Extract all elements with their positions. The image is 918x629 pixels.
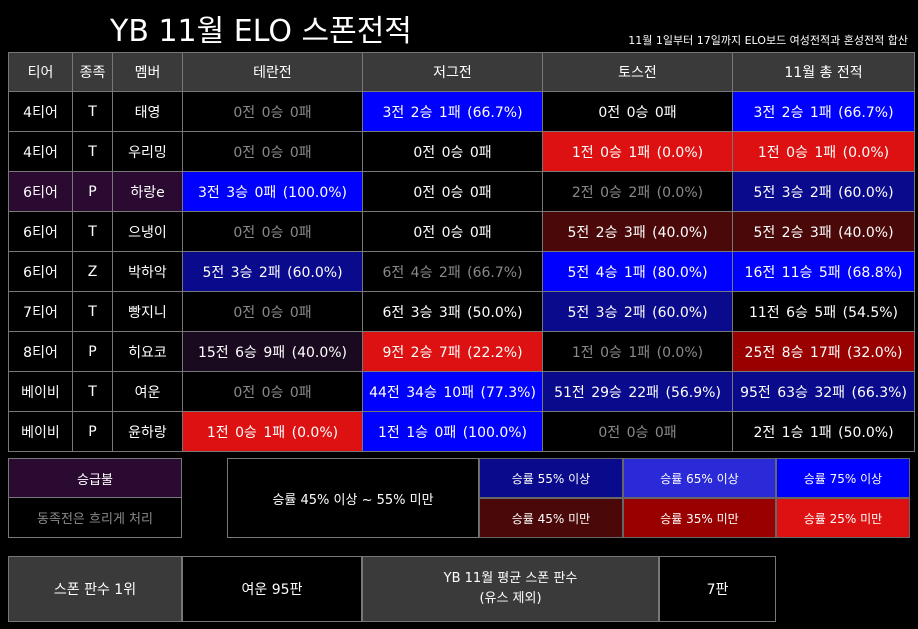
member-cell: 태영: [112, 91, 183, 132]
header-vs-terran: 테란전: [182, 52, 363, 92]
vs-zerg-cell: 44전 34승 10패 (77.3%): [362, 371, 543, 412]
race-cell: T: [72, 291, 113, 332]
vs-terran-cell: 0전 0승 0패: [182, 91, 363, 132]
tier-cell: 6티어: [8, 211, 73, 252]
vs-protoss-cell: 5전 2승 3패 (40.0%): [542, 211, 733, 252]
vs-terran-cell: 0전 0승 0패: [182, 291, 363, 332]
total-cell: 3전 2승 1패 (66.7%): [732, 91, 915, 132]
vs-protoss-cell: 51전 29승 22패 (56.9%): [542, 371, 733, 412]
race-cell: T: [72, 131, 113, 172]
total-cell: 5전 3승 2패 (60.0%): [732, 171, 915, 212]
member-cell: 히요코: [112, 331, 183, 372]
member-cell: 빵지니: [112, 291, 183, 332]
vs-protoss-cell: 0전 0승 0패: [542, 411, 733, 452]
member-cell: 우리밍: [112, 131, 183, 172]
total-cell: 5전 2승 3패 (40.0%): [732, 211, 915, 252]
member-cell: 여운: [112, 371, 183, 412]
tier-cell: 베이비: [8, 371, 73, 412]
member-cell: 하랑e: [112, 171, 183, 212]
vs-terran-cell: 0전 0승 0패: [182, 211, 363, 252]
table-header-row: 티어 종족 멤버 테란전 저그전 토스전 11월 총 전적: [8, 52, 915, 92]
vs-zerg-cell: 6전 3승 3패 (50.0%): [362, 291, 543, 332]
vs-terran-cell: 0전 0승 0패: [182, 371, 363, 412]
vs-zerg-cell: 9전 2승 7패 (22.2%): [362, 331, 543, 372]
legend-up-55: 승률 55% 이상: [479, 458, 623, 498]
vs-protoss-cell: 5전 3승 2패 (60.0%): [542, 291, 733, 332]
average-spawn-label: YB 11월 평균 스폰 판수 (유스 제외): [362, 556, 659, 622]
header-total: 11월 총 전적: [732, 52, 915, 92]
vs-zerg-cell: 0전 0승 0패: [362, 211, 543, 252]
tier-cell: 6티어: [8, 171, 73, 212]
vs-zerg-cell: 0전 0승 0패: [362, 171, 543, 212]
legend-down-35: 승률 35% 미만: [623, 498, 776, 538]
race-cell: P: [72, 171, 113, 212]
vs-terran-cell: 0전 0승 0패: [182, 131, 363, 172]
tier-cell: 4티어: [8, 91, 73, 132]
vs-zerg-cell: 6전 4승 2패 (66.7%): [362, 251, 543, 292]
vs-terran-cell: 3전 3승 0패 (100.0%): [182, 171, 363, 212]
average-spawn-value: 7판: [659, 556, 776, 622]
table-row: 6티어 P 하랑e 3전 3승 0패 (100.0%) 0전 0승 0패 2전 …: [8, 171, 915, 212]
legend-up-65: 승률 65% 이상: [623, 458, 776, 498]
table-row: 4티어 T 태영 0전 0승 0패 3전 2승 1패 (66.7%) 0전 0승…: [8, 91, 915, 132]
table-row: 베이비 P 윤하랑 1전 0승 1패 (0.0%) 1전 1승 0패 (100.…: [8, 411, 915, 452]
table-row: 7티어 T 빵지니 0전 0승 0패 6전 3승 3패 (50.0%) 5전 3…: [8, 291, 915, 332]
vs-protoss-cell: 2전 0승 2패 (0.0%): [542, 171, 733, 212]
table-row: 6티어 Z 박하악 5전 3승 2패 (60.0%) 6전 4승 2패 (66.…: [8, 251, 915, 292]
tier-cell: 베이비: [8, 411, 73, 452]
member-cell: 윤하랑: [112, 411, 183, 452]
total-cell: 2전 1승 1패 (50.0%): [732, 411, 915, 452]
member-cell: 박하악: [112, 251, 183, 292]
page-subtitle: 11월 1일부터 17일까지 ELO보드 여성전적과 혼성전적 합산: [628, 34, 908, 47]
total-cell: 95전 63승 32패 (66.3%): [732, 371, 915, 412]
table-row: 베이비 T 여운 0전 0승 0패 44전 34승 10패 (77.3%) 51…: [8, 371, 915, 412]
race-cell: T: [72, 371, 113, 412]
legend-down-45: 승률 45% 미만: [479, 498, 623, 538]
same-race-note: 동족전은 흐리게 처리: [8, 497, 182, 538]
legend-up-75: 승률 75% 이상: [776, 458, 910, 498]
race-cell: P: [72, 411, 113, 452]
average-spawn-label-line1: YB 11월 평균 스폰 판수: [443, 571, 578, 586]
total-cell: 1전 0승 1패 (0.0%): [732, 131, 915, 172]
header-vs-protoss: 토스전: [542, 52, 733, 92]
total-cell: 25전 8승 17패 (32.0%): [732, 331, 915, 372]
record-table: 티어 종족 멤버 테란전 저그전 토스전 11월 총 전적 4티어 T 태영 0…: [8, 52, 915, 452]
page-title: YB 11월 ELO 스폰전적: [110, 14, 412, 49]
promo-banned-label: 승급불: [8, 458, 182, 498]
legend-neutral: 승률 45% 이상 ~ 55% 미만: [227, 458, 479, 538]
vs-protoss-cell: 0전 0승 0패: [542, 91, 733, 132]
table-row: 8티어 P 히요코 15전 6승 9패 (40.0%) 9전 2승 7패 (22…: [8, 331, 915, 372]
race-cell: T: [72, 91, 113, 132]
race-cell: P: [72, 331, 113, 372]
tier-cell: 8티어: [8, 331, 73, 372]
tier-cell: 4티어: [8, 131, 73, 172]
header-member: 멤버: [112, 52, 183, 92]
tier-cell: 6티어: [8, 251, 73, 292]
table-row: 4티어 T 우리밍 0전 0승 0패 0전 0승 0패 1전 0승 1패 (0.…: [8, 131, 915, 172]
legend-down-25: 승률 25% 미만: [776, 498, 910, 538]
table-row: 6티어 T 으냉이 0전 0승 0패 0전 0승 0패 5전 2승 3패 (40…: [8, 211, 915, 252]
vs-terran-cell: 5전 3승 2패 (60.0%): [182, 251, 363, 292]
vs-terran-cell: 1전 0승 1패 (0.0%): [182, 411, 363, 452]
average-spawn-label-line2: (유스 제외): [479, 591, 542, 606]
total-cell: 11전 6승 5패 (54.5%): [732, 291, 915, 332]
race-cell: T: [72, 211, 113, 252]
vs-zerg-cell: 3전 2승 1패 (66.7%): [362, 91, 543, 132]
vs-protoss-cell: 1전 0승 1패 (0.0%): [542, 331, 733, 372]
total-cell: 16전 11승 5패 (68.8%): [732, 251, 915, 292]
tier-cell: 7티어: [8, 291, 73, 332]
spawn-rank-label: 스폰 판수 1위: [8, 556, 182, 622]
vs-protoss-cell: 5전 4승 1패 (80.0%): [542, 251, 733, 292]
race-cell: Z: [72, 251, 113, 292]
vs-zerg-cell: 1전 1승 0패 (100.0%): [362, 411, 543, 452]
header-race: 종족: [72, 52, 113, 92]
vs-zerg-cell: 0전 0승 0패: [362, 131, 543, 172]
spawn-rank-value: 여운 95판: [182, 556, 362, 622]
member-cell: 으냉이: [112, 211, 183, 252]
header-vs-zerg: 저그전: [362, 52, 543, 92]
vs-protoss-cell: 1전 0승 1패 (0.0%): [542, 131, 733, 172]
vs-terran-cell: 15전 6승 9패 (40.0%): [182, 331, 363, 372]
header-tier: 티어: [8, 52, 73, 92]
